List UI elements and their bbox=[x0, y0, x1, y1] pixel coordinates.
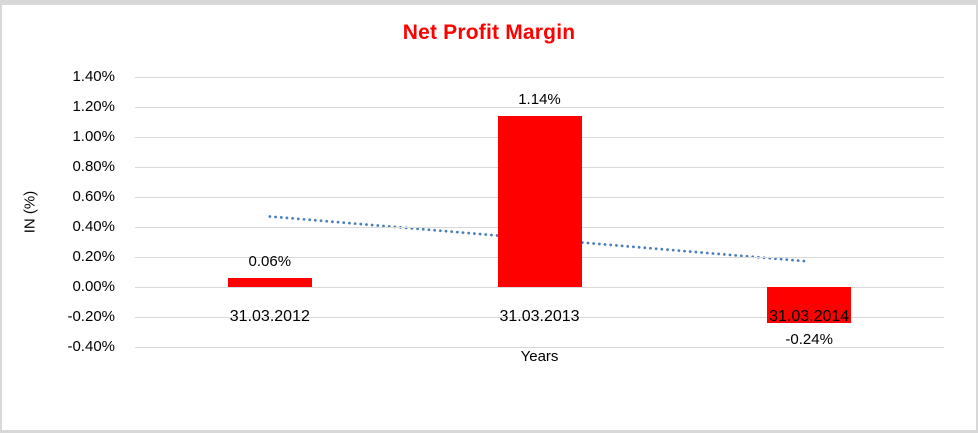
bar-31.03.2014 bbox=[767, 287, 852, 323]
y-axis-tick-label: 1.20% bbox=[72, 98, 115, 115]
gridline bbox=[135, 316, 944, 318]
y-axis-tick-label: -0.20% bbox=[67, 308, 115, 325]
y-axis-tick-label: 0.20% bbox=[72, 248, 115, 265]
x-axis-title: Years bbox=[520, 348, 559, 365]
bar-31.03.2013 bbox=[497, 116, 582, 287]
trendline bbox=[268, 215, 811, 263]
y-axis-tick-label: -0.40% bbox=[67, 338, 115, 355]
gridline bbox=[135, 76, 944, 78]
x-axis-category-label: 31.03.2013 bbox=[499, 308, 580, 325]
y-axis-tick-label: 0.80% bbox=[72, 158, 115, 175]
y-axis-tick-label: 1.40% bbox=[72, 68, 115, 85]
y-axis-tick-label: 0.40% bbox=[72, 218, 115, 235]
data-label: 0.06% bbox=[248, 253, 292, 270]
data-label: 1.14% bbox=[518, 91, 561, 108]
bar-31.03.2012 bbox=[227, 278, 312, 287]
x-axis-category-label: 31.03.2012 bbox=[229, 308, 310, 325]
gridline bbox=[135, 286, 944, 288]
y-axis-tick-label: 0.00% bbox=[72, 278, 115, 295]
gridline bbox=[135, 346, 944, 348]
gridline bbox=[135, 106, 944, 108]
y-axis-tick-label: 1.00% bbox=[72, 128, 115, 145]
chart-title: Net Profit Margin bbox=[402, 21, 576, 44]
data-label: -0.24% bbox=[785, 331, 833, 348]
y-axis-tick-label: 0.60% bbox=[72, 188, 115, 205]
x-axis-category-label: 31.03.2014 bbox=[769, 308, 850, 325]
